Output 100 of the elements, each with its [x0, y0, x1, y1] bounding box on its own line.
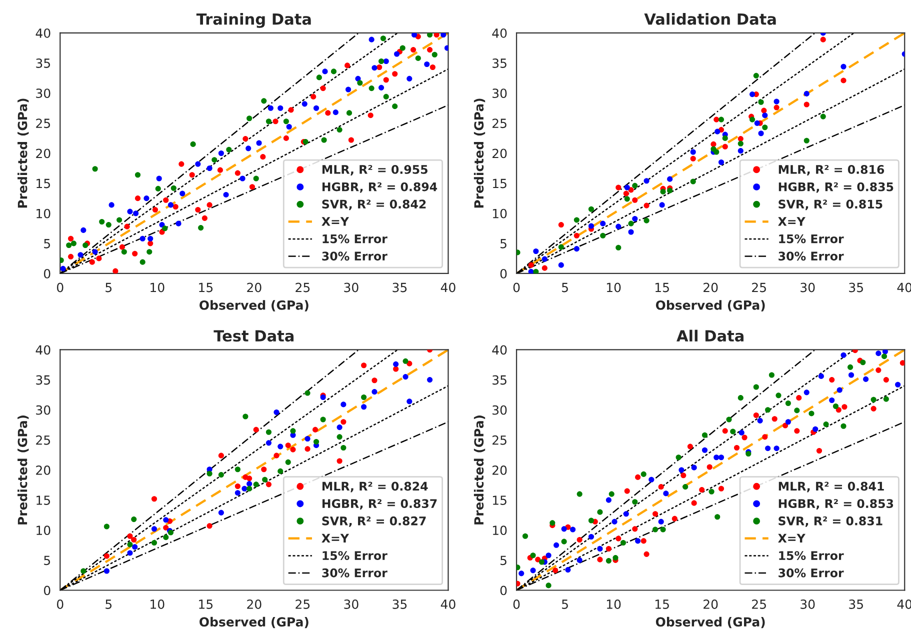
- legend-label: SVR, R² = 0.827: [322, 516, 426, 527]
- x-tick-label: 20: [704, 282, 718, 292]
- legend-label: 15% Error: [779, 551, 844, 560]
- legend-label: X=Y: [778, 217, 806, 226]
- legend-label: X=Y: [322, 534, 350, 543]
- legend-label: SVR, R² = 0.815: [778, 200, 882, 210]
- chart-title: Training Data: [196, 13, 311, 28]
- legend-label: 30% Error: [322, 568, 388, 578]
- x-tick-label: 35: [849, 600, 863, 609]
- x-tick-label: 25: [296, 600, 310, 609]
- y-tick-label: 15: [492, 496, 506, 505]
- y-tick-label: 25: [492, 435, 506, 445]
- y-tick-label: 35: [492, 58, 506, 68]
- x-axis-title: Observed (GPa): [200, 616, 308, 628]
- y-tick-label: 35: [492, 375, 506, 385]
- x-tick-label: 15: [199, 600, 213, 609]
- x-tick-label: 40: [440, 600, 456, 609]
- y-tick-label: 15: [36, 496, 50, 505]
- x-tick-label: 15: [655, 600, 669, 609]
- x-tick-label: 35: [392, 600, 407, 609]
- x-tick-label: 0: [513, 282, 520, 292]
- y-tick-label: 20: [492, 148, 507, 158]
- legend-label: 30% Error: [778, 568, 844, 578]
- y-tick-label: 20: [492, 465, 507, 475]
- x-tick-label: 10: [150, 600, 164, 609]
- x-tick-label: 10: [606, 282, 621, 292]
- y-tick-label: 30: [36, 88, 50, 98]
- x-tick-label: 40: [440, 282, 456, 292]
- legend-label: SVR, R² = 0.842: [322, 200, 426, 210]
- y-tick-label: 30: [492, 405, 507, 415]
- y-axis-title: Predicted (GPa): [18, 415, 29, 524]
- y-tick-label: 0: [500, 586, 507, 596]
- y-tick-label: 40: [492, 345, 507, 355]
- x-tick-label: 30: [800, 600, 815, 609]
- x-tick-label: 5: [562, 282, 568, 292]
- y-tick-label: 10: [492, 208, 507, 218]
- legend-label: HGBR, R² = 0.835: [778, 182, 894, 193]
- legend-label: SVR, R² = 0.831: [778, 516, 882, 527]
- x-tick-label: 0: [56, 600, 64, 609]
- legend-label: MLR, R² = 0.841: [778, 482, 884, 492]
- y-tick-label: 5: [500, 556, 506, 566]
- y-tick-label: 25: [36, 118, 50, 128]
- legend-label: MLR, R² = 0.816: [778, 165, 884, 176]
- x-tick-label: 25: [752, 282, 766, 292]
- x-tick-label: 30: [344, 282, 358, 292]
- x-tick-label: 20: [247, 282, 262, 292]
- legend-label: 30% Error: [778, 252, 844, 261]
- y-tick-label: 10: [36, 208, 50, 218]
- x-tick-label: 25: [752, 600, 766, 609]
- y-tick-label: 35: [36, 58, 50, 68]
- legend-label: 15% Error: [779, 234, 844, 244]
- y-tick-label: 25: [36, 435, 50, 445]
- x-tick-label: 15: [655, 282, 669, 292]
- y-tick-label: 15: [492, 178, 506, 188]
- y-tick-label: 15: [36, 178, 50, 188]
- legend-label: 30% Error: [322, 252, 388, 261]
- x-tick-label: 35: [392, 282, 407, 292]
- legend-label: MLR, R² = 0.955: [322, 165, 428, 176]
- x-tick-label: 0: [56, 282, 64, 292]
- x-tick-label: 30: [344, 600, 358, 609]
- legend-label: 15% Error: [322, 551, 388, 560]
- legend-label: MLR, R² = 0.824: [322, 482, 428, 492]
- y-tick-label: 40: [36, 345, 50, 355]
- x-tick-label: 10: [150, 282, 164, 292]
- x-tick-label: 0: [513, 600, 520, 609]
- y-tick-label: 10: [492, 526, 507, 536]
- x-tick-label: 25: [296, 282, 310, 292]
- y-tick-label: 10: [36, 526, 50, 536]
- chart-title: Test Data: [214, 330, 294, 342]
- y-tick-label: 40: [492, 28, 507, 38]
- y-tick-label: 5: [44, 239, 50, 248]
- y-tick-label: 20: [36, 465, 50, 475]
- legend-label: X=Y: [322, 217, 350, 226]
- y-tick-label: 25: [492, 118, 506, 128]
- x-tick-label: 20: [247, 600, 262, 609]
- y-tick-label: 0: [44, 268, 50, 278]
- x-tick-label: 5: [106, 282, 112, 292]
- y-axis-title: Predicted (GPa): [474, 415, 486, 524]
- y-tick-label: 30: [36, 405, 50, 415]
- y-axis-title: Predicted (GPa): [18, 98, 29, 208]
- chart-title: Validation Data: [644, 13, 776, 25]
- legend-label: HGBR, R² = 0.894: [322, 182, 438, 193]
- x-tick-label: 30: [800, 282, 815, 292]
- x-tick-label: 20: [704, 600, 718, 609]
- legend-label: 15% Error: [322, 234, 388, 244]
- x-tick-label: 5: [562, 600, 568, 609]
- y-tick-label: 0: [44, 586, 50, 596]
- x-tick-label: 15: [199, 282, 213, 292]
- y-tick-label: 35: [36, 375, 50, 385]
- legend-label: X=Y: [778, 534, 806, 543]
- x-tick-label: 35: [849, 282, 863, 292]
- y-tick-label: 20: [36, 148, 50, 158]
- y-tick-label: 0: [500, 268, 507, 278]
- x-axis-title: Observed (GPa): [200, 300, 308, 312]
- x-tick-label: 5: [106, 600, 112, 609]
- x-axis-title: Observed (GPa): [656, 300, 765, 312]
- y-tick-label: 30: [492, 88, 507, 98]
- x-axis-title: Observed (GPa): [656, 616, 765, 628]
- legend-label: HGBR, R² = 0.853: [778, 499, 894, 510]
- y-tick-label: 40: [36, 28, 50, 38]
